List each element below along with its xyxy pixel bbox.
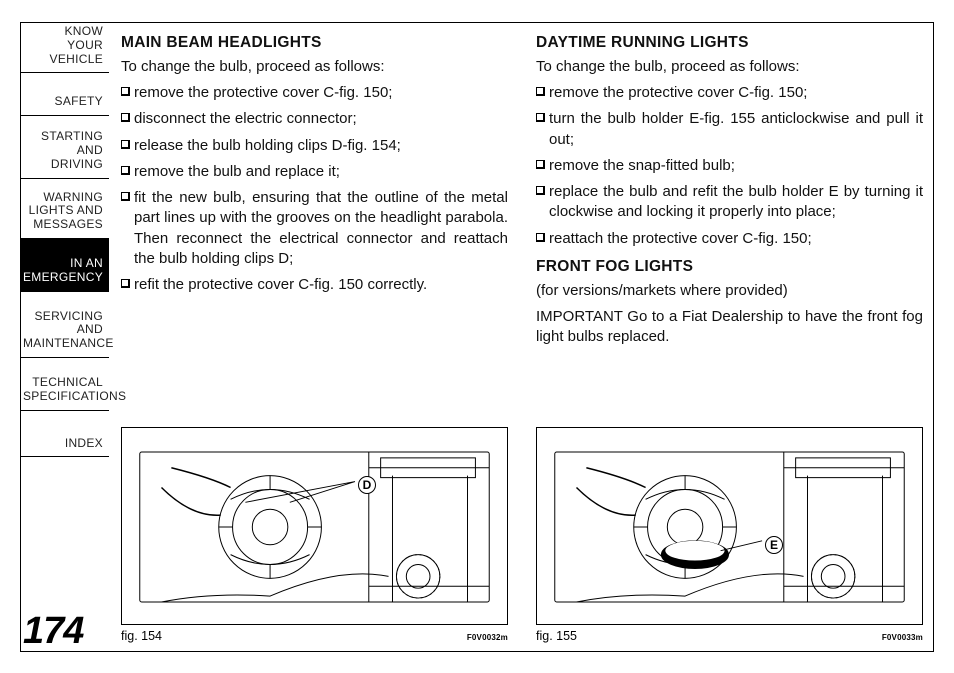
list-item-text: remove the protective cover C-fig. 150; bbox=[549, 83, 923, 103]
bullet-icon bbox=[536, 186, 545, 195]
intro-right: To change the bulb, proceed as follows: bbox=[536, 57, 923, 77]
headlight-diagram-icon bbox=[122, 428, 507, 624]
figure-155-caption: fig. 155 bbox=[536, 629, 577, 643]
list-item-text: refit the protective cover C-fig. 150 co… bbox=[134, 275, 508, 295]
list-item: disconnect the electric connector; bbox=[121, 109, 508, 129]
figure-154-caption: fig. 154 bbox=[121, 629, 162, 643]
note-important: IMPORTANT Go to a Fiat Dealership to hav… bbox=[536, 307, 923, 348]
page-number: 174 bbox=[23, 610, 83, 653]
callout-d: D bbox=[358, 476, 376, 494]
list-item-text: turn the bulb holder E-fig. 155 anticloc… bbox=[549, 109, 923, 150]
list-item: refit the protective cover C-fig. 150 co… bbox=[121, 275, 508, 295]
bullet-icon bbox=[121, 113, 130, 122]
page-frame: KNOW YOUR VEHICLE SAFETY STARTING AND DR… bbox=[20, 22, 934, 652]
sidebar-tab-safety[interactable]: SAFETY bbox=[21, 73, 109, 116]
list-item-text: reattach the protective cover C-fig. 150… bbox=[549, 229, 923, 249]
list-item: turn the bulb holder E-fig. 155 anticloc… bbox=[536, 109, 923, 150]
sidebar-tab-know-your-vehicle[interactable]: KNOW YOUR VEHICLE bbox=[21, 23, 109, 73]
bullet-icon bbox=[121, 140, 130, 149]
list-item-text: fit the new bulb, ensuring that the outl… bbox=[134, 188, 508, 269]
list-item: fit the new bulb, ensuring that the outl… bbox=[121, 188, 508, 269]
list-item-text: disconnect the electric connector; bbox=[134, 109, 508, 129]
bullet-icon bbox=[536, 87, 545, 96]
sidebar-tab-warning-lights-and-messages[interactable]: WARNING LIGHTS AND MESSAGES bbox=[21, 179, 109, 239]
subtext-front-fog-lights: (for versions/markets where provided) bbox=[536, 281, 923, 301]
figure-row: D fig. 154 F0V0032m bbox=[121, 427, 923, 643]
figure-154: D fig. 154 F0V0032m bbox=[121, 427, 508, 643]
list-item-text: remove the bulb and replace it; bbox=[134, 162, 508, 182]
heading-main-beam-headlights: MAIN BEAM HEADLIGHTS bbox=[121, 33, 508, 54]
list-item-text: remove the snap-fitted bulb; bbox=[549, 156, 923, 176]
bullet-icon bbox=[121, 87, 130, 96]
list-item: remove the bulb and replace it; bbox=[121, 162, 508, 182]
bullet-icon bbox=[536, 233, 545, 242]
sidebar-tabs: KNOW YOUR VEHICLE SAFETY STARTING AND DR… bbox=[21, 23, 109, 651]
sidebar-tab-starting-and-driving[interactable]: STARTING AND DRIVING bbox=[21, 116, 109, 178]
sidebar-tab-in-an-emergency[interactable]: IN AN EMERGENCY bbox=[21, 239, 109, 292]
sidebar-tab-servicing-and-maintenance[interactable]: SERVICING AND MAINTENANCE bbox=[21, 292, 109, 358]
list-item: release the bulb holding clips D-fig. 15… bbox=[121, 136, 508, 156]
figure-154-code: F0V0032m bbox=[467, 633, 508, 642]
list-item: remove the snap-fitted bulb; bbox=[536, 156, 923, 176]
heading-front-fog-lights: FRONT FOG LIGHTS bbox=[536, 257, 923, 278]
callout-e: E bbox=[765, 536, 783, 554]
sidebar-tab-index[interactable]: INDEX bbox=[21, 411, 109, 458]
bullet-icon bbox=[536, 160, 545, 169]
bullet-icon bbox=[121, 279, 130, 288]
intro-left: To change the bulb, proceed as follows: bbox=[121, 57, 508, 77]
figure-155-code: F0V0033m bbox=[882, 633, 923, 642]
list-item: replace the bulb and refit the bulb hold… bbox=[536, 182, 923, 223]
sidebar-tab-technical-specifications[interactable]: TECHNICAL SPECIFICATIONS bbox=[21, 358, 109, 411]
bullet-icon bbox=[536, 113, 545, 122]
list-item: reattach the protective cover C-fig. 150… bbox=[536, 229, 923, 249]
headlight-diagram-icon bbox=[537, 428, 922, 624]
list-item-text: release the bulb holding clips D-fig. 15… bbox=[134, 136, 508, 156]
figure-155-image: E bbox=[536, 427, 923, 625]
bullet-icon bbox=[121, 192, 130, 201]
heading-daytime-running-lights: DAYTIME RUNNING LIGHTS bbox=[536, 33, 923, 54]
list-item-text: replace the bulb and refit the bulb hold… bbox=[549, 182, 923, 223]
figure-155: E fig. 155 F0V0033m bbox=[536, 427, 923, 643]
list-item-text: remove the protective cover C-fig. 150; bbox=[134, 83, 508, 103]
bullet-icon bbox=[121, 166, 130, 175]
list-item: remove the protective cover C-fig. 150; bbox=[121, 83, 508, 103]
list-item: remove the protective cover C-fig. 150; bbox=[536, 83, 923, 103]
figure-154-image: D bbox=[121, 427, 508, 625]
